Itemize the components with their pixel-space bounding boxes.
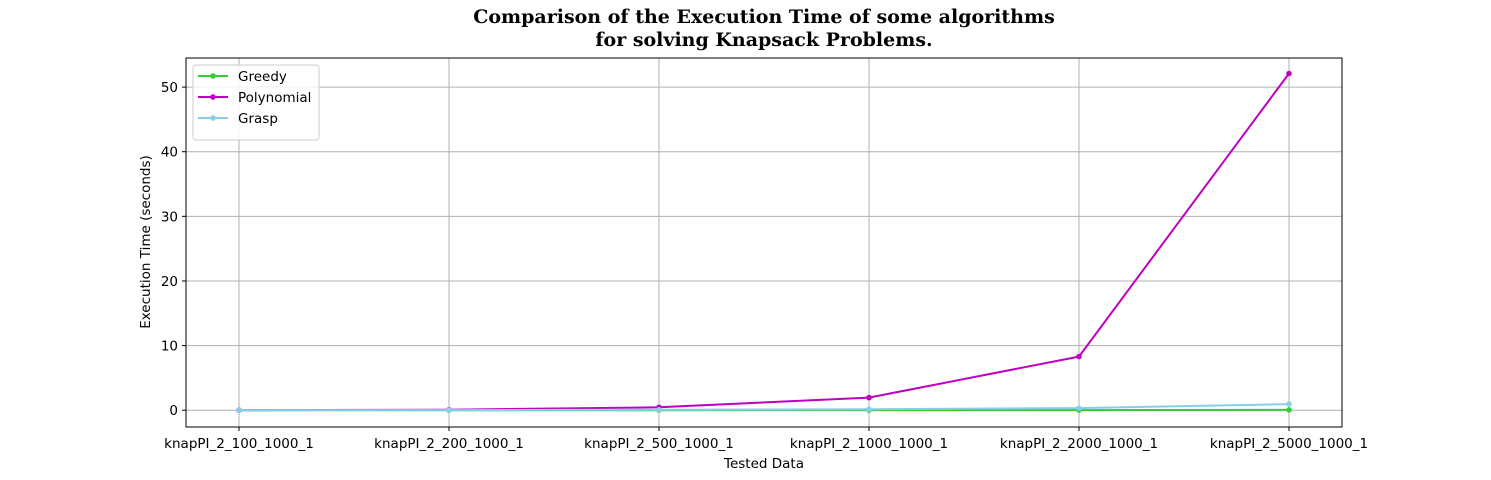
legend-marker-greedy (210, 73, 216, 79)
series-line-polynomial (238, 72, 1290, 412)
legend-label-grasp: Grasp (238, 111, 278, 127)
data-point-greedy (1286, 407, 1292, 413)
data-point-grasp (866, 406, 872, 413)
data-point-polynomial (1076, 353, 1082, 360)
chart-title-line-2: for solving Knapsack Problems. (595, 29, 932, 51)
x-tick-label: knapPI_2_500_1000_1 (584, 436, 734, 452)
y-tick-label: 30 (161, 209, 178, 225)
data-point-grasp (1076, 405, 1082, 411)
legend-label-greedy: Greedy (238, 69, 287, 85)
x-tick-label: knapPI_2_100_1000_1 (164, 436, 314, 452)
legend-marker-polynomial (210, 94, 216, 100)
x-tick-label: knapPI_2_5000_1000_1 (1210, 436, 1368, 452)
grid (186, 58, 1342, 427)
series-line-grasp (239, 403, 1290, 412)
data-point-polynomial (1286, 70, 1292, 77)
data-point-grasp (446, 407, 452, 413)
chart-title-line-1: Comparison of the Execution Time of some… (473, 6, 1055, 28)
y-tick-label: 40 (161, 145, 178, 161)
y-tick-label: 0 (169, 403, 178, 419)
plot-area-frame (185, 57, 1343, 428)
legend-box (192, 64, 320, 141)
data-point-grasp (656, 406, 662, 413)
axis-ticks: knapPI_2_100_1000_1 knapPI_2_200_1000_1 kn… (161, 80, 1368, 452)
x-tick-label: knapPI_2_1000_1000_1 (790, 436, 948, 452)
y-axis-label: Execution Time (seconds) (138, 155, 154, 329)
x-tick-label: knapPI_2_2000_1000_1 (1000, 436, 1158, 452)
series-lines (236, 70, 1292, 413)
data-point-grasp (1286, 401, 1292, 407)
legend-label-polynomial: Polynomial (238, 90, 311, 106)
y-tick-label: 50 (161, 80, 178, 96)
x-tick-label: knapPI_2_200_1000_1 (374, 436, 524, 452)
legend: Greedy Polynomial Grasp (192, 64, 320, 141)
y-tick-label: 20 (161, 274, 178, 290)
data-point-polynomial (866, 394, 872, 401)
data-point-grasp (236, 407, 242, 413)
legend-marker-grasp (210, 115, 216, 121)
x-axis-label: Tested Data (723, 456, 804, 472)
y-tick-label: 10 (161, 339, 178, 355)
